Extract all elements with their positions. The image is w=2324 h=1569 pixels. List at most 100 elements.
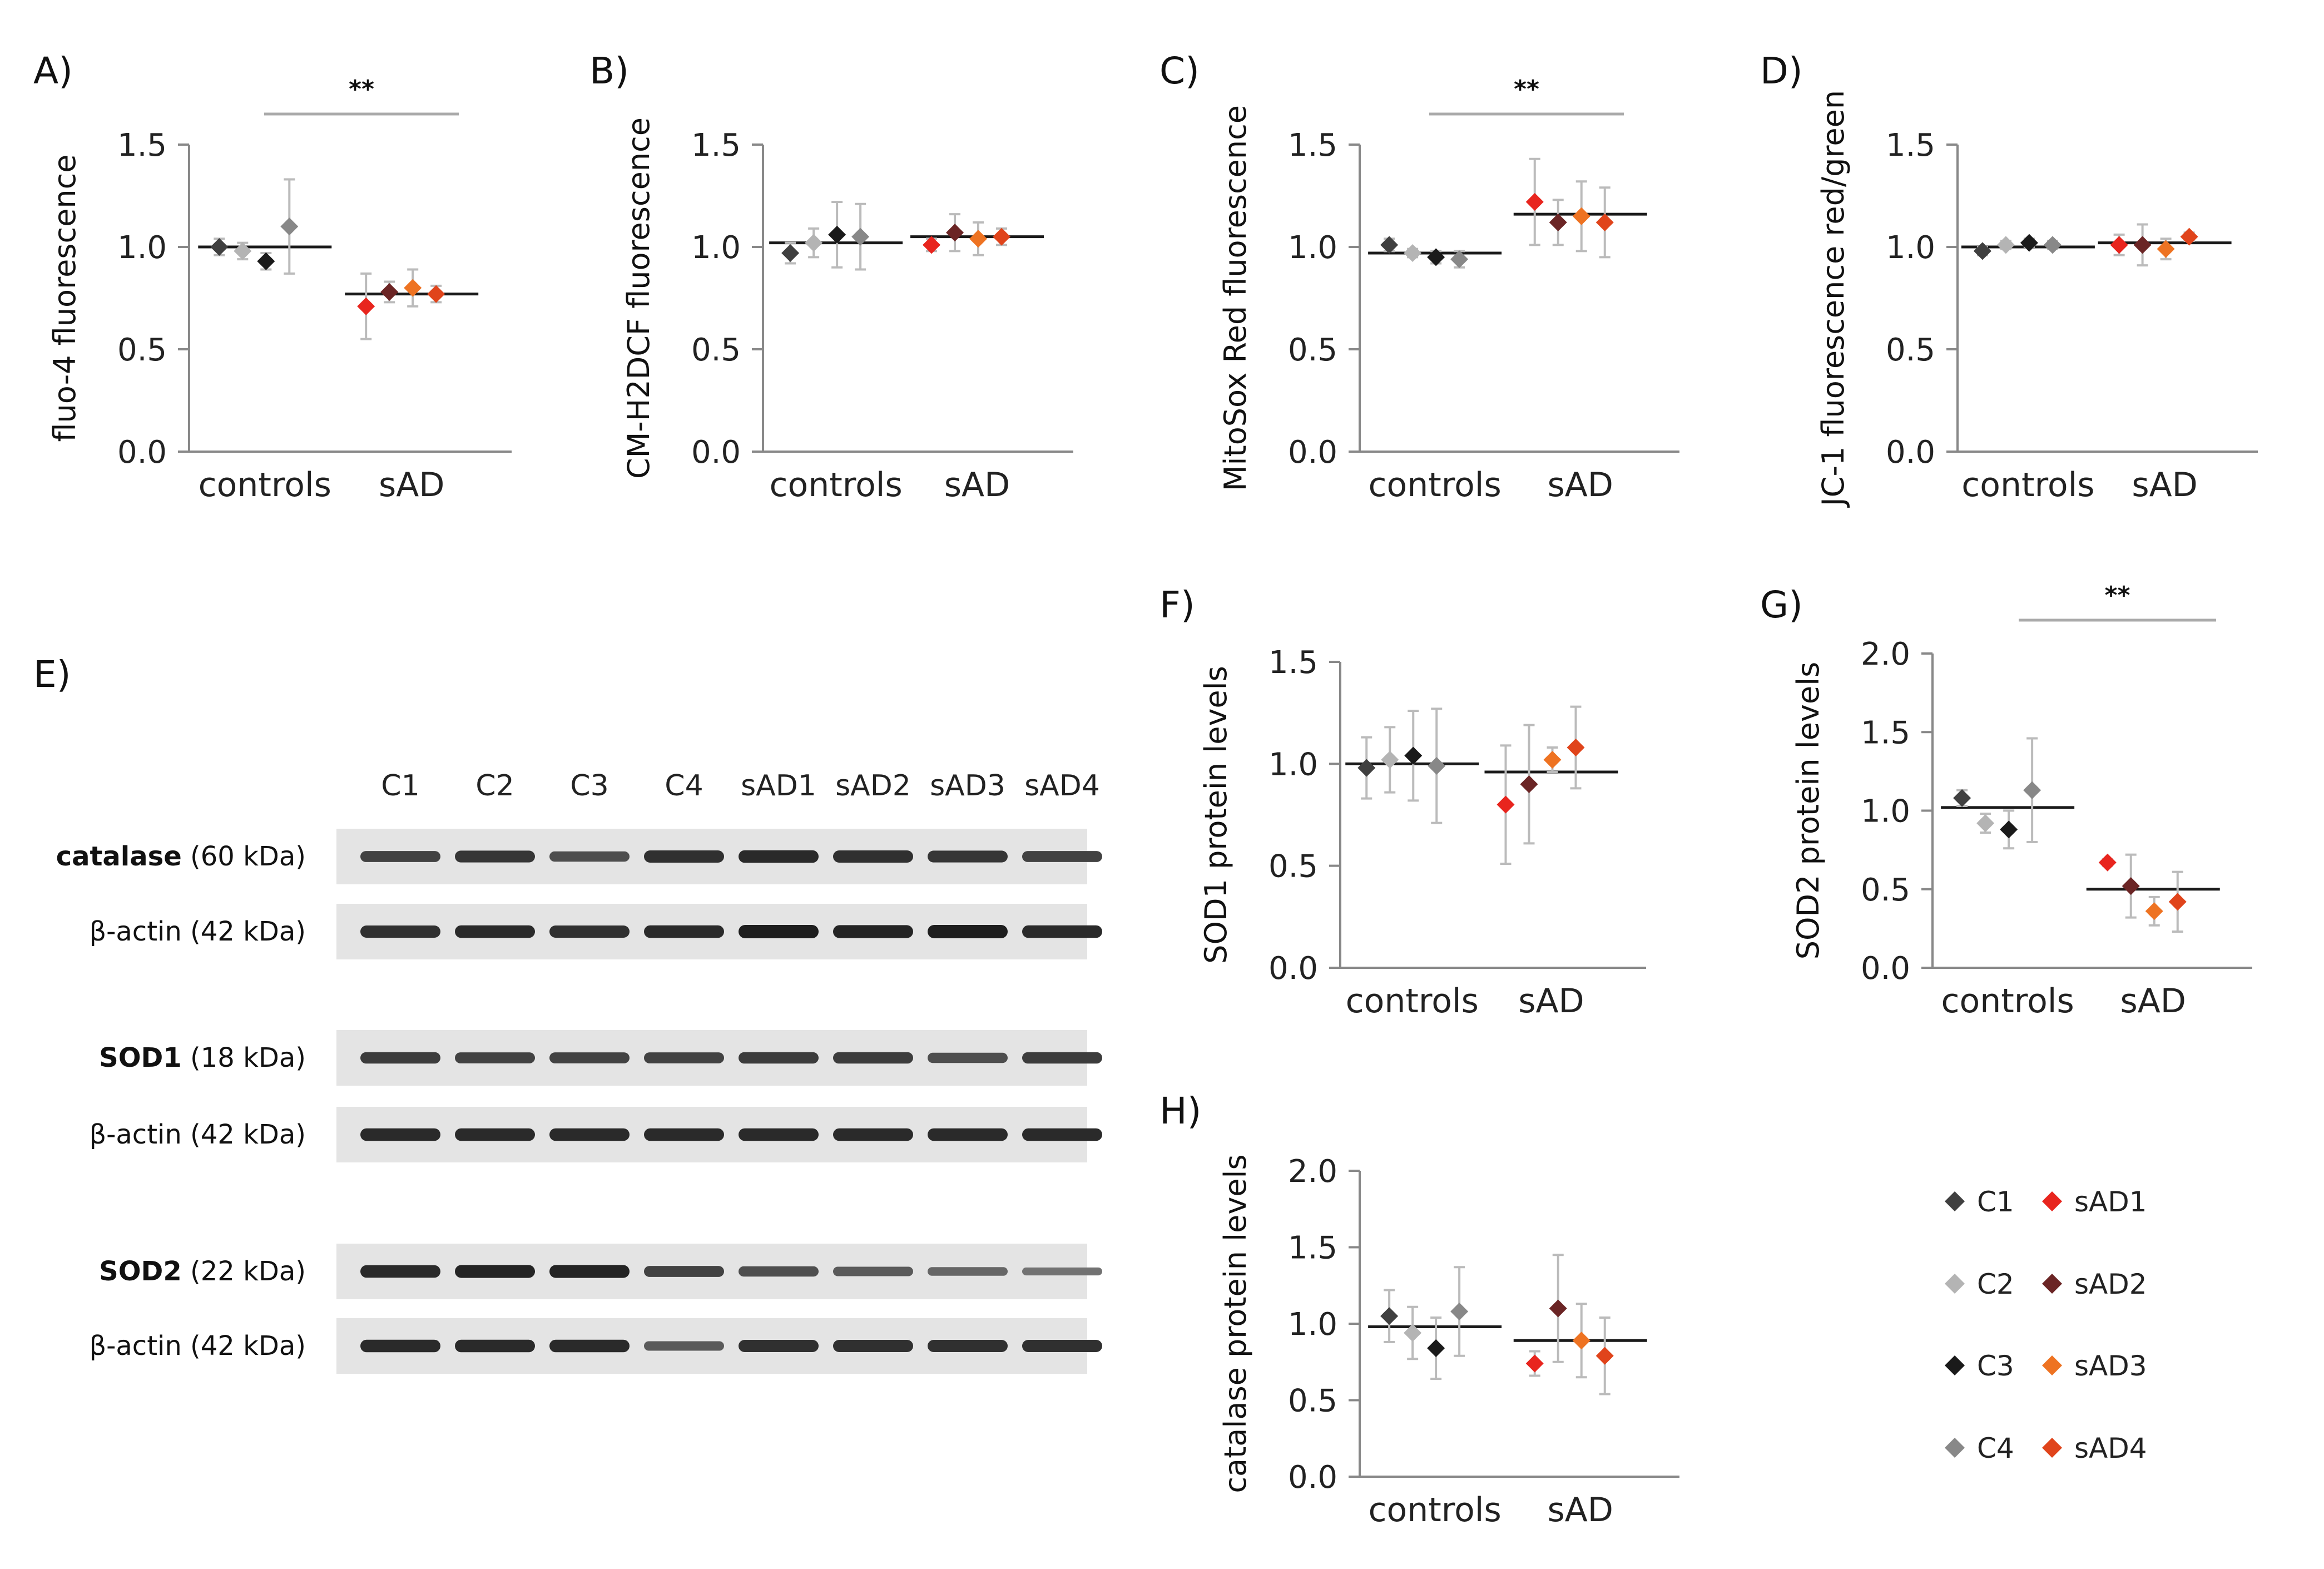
blot-lane-label: sAD3 <box>930 769 1005 803</box>
y-tick-label: 1.0 <box>1268 746 1318 783</box>
panel-label: E) <box>33 653 71 696</box>
blot-band <box>833 1052 913 1064</box>
y-tick-label: 0.0 <box>1288 434 1337 471</box>
panel-label: F) <box>1159 583 1195 626</box>
data-point-c2 <box>1381 751 1399 769</box>
legend-marker-sad3 <box>2042 1355 2062 1375</box>
y-tick-label: 0.5 <box>1288 332 1337 368</box>
data-point-c1 <box>210 238 229 256</box>
y-tick-label: 1.0 <box>1288 230 1337 266</box>
panel-label: G) <box>1760 583 1803 626</box>
blot-band <box>360 851 440 862</box>
data-point-c1 <box>1380 236 1399 254</box>
legend-label: sAD3 <box>2074 1350 2147 1382</box>
blot-band <box>1022 1052 1102 1064</box>
y-tick-label: 1.5 <box>117 127 167 164</box>
blot-lane-label: C4 <box>665 769 703 803</box>
data-point-c4 <box>1428 757 1446 775</box>
y-tick-label: 0.0 <box>1268 951 1318 987</box>
data-point-sad2 <box>1549 1299 1567 1318</box>
blot-band <box>928 1052 1008 1063</box>
panel-label: C) <box>1159 50 1200 92</box>
y-tick-label: 1.5 <box>1288 1230 1337 1266</box>
data-point-sad1 <box>2110 236 2128 254</box>
y-axis-title: MitoSox Red fluorescence <box>1218 105 1253 491</box>
y-axis-title: JC-1 fluorescence red/green <box>1816 90 1851 508</box>
y-tick-label: 1.5 <box>1886 127 1935 164</box>
blot-protein-name: β-actin <box>89 1119 181 1150</box>
data-point-c1 <box>1973 242 1991 260</box>
blot-band <box>928 850 1008 863</box>
data-point-c3 <box>1404 746 1423 765</box>
blot-band <box>360 1128 440 1141</box>
blot-band <box>1022 1340 1102 1352</box>
y-tick-label: 1.0 <box>1288 1306 1337 1343</box>
x-category-label: controls <box>199 466 331 504</box>
data-point-sad4 <box>2180 227 2198 246</box>
data-point-c1 <box>1953 789 1971 807</box>
x-category-label: sAD <box>944 466 1010 504</box>
blot-band <box>455 850 535 863</box>
data-point-sad1 <box>2098 853 2117 872</box>
y-tick-label: 1.5 <box>1268 645 1318 681</box>
blot-band <box>455 1052 535 1063</box>
blot-band <box>644 1341 724 1351</box>
y-tick-label: 0.0 <box>691 434 741 471</box>
legend-marker-c4 <box>1945 1438 1965 1458</box>
data-point-sad3 <box>1572 1332 1590 1350</box>
blot-lane-label: C3 <box>570 769 608 803</box>
blot-protein-size: (42 kDa) <box>182 1119 306 1150</box>
y-tick-label: 0.0 <box>1288 1459 1337 1496</box>
blot-band <box>455 1128 535 1141</box>
significance-stars: ** <box>1514 75 1539 103</box>
x-category-label: sAD <box>2120 982 2186 1021</box>
data-point-c4 <box>1450 250 1469 269</box>
data-point-sad1 <box>1497 795 1515 814</box>
blot-band <box>833 1340 913 1352</box>
data-point-c3 <box>1427 248 1445 266</box>
y-tick-label: 1.0 <box>1886 230 1935 266</box>
blot-row-label: β-actin (42 kDa) <box>89 916 306 947</box>
data-point-sad2 <box>946 224 964 242</box>
x-category-label: controls <box>1369 1491 1502 1530</box>
y-tick-label: 0.5 <box>1268 849 1318 885</box>
y-tick-label: 1.5 <box>691 127 741 164</box>
x-category-label: sAD <box>1547 1491 1613 1530</box>
x-category-label: controls <box>1369 466 1502 504</box>
legend-label: sAD2 <box>2074 1268 2147 1300</box>
data-point-c2 <box>1404 1324 1422 1342</box>
blot-band <box>644 1052 724 1063</box>
x-category-label: controls <box>1346 982 1479 1021</box>
blot-protein-size: (22 kDa) <box>182 1256 306 1287</box>
y-tick-label: 1.0 <box>117 230 167 266</box>
data-point-sad3 <box>969 230 988 248</box>
blot-protein-name: catalase <box>56 841 182 872</box>
x-category-label: sAD <box>379 466 445 504</box>
blot-band <box>360 1052 440 1064</box>
blot-band <box>928 1340 1008 1352</box>
blot-band <box>739 1052 819 1064</box>
blot-band <box>644 1266 724 1277</box>
legend-label: sAD4 <box>2074 1432 2147 1464</box>
data-point-sad2 <box>1549 213 1567 231</box>
blot-band <box>549 1265 630 1278</box>
panel-label: H) <box>1159 1090 1201 1132</box>
blot-band <box>1022 1128 1102 1141</box>
y-tick-label: 0.5 <box>1288 1383 1337 1419</box>
y-tick-label: 0.0 <box>1861 951 1910 987</box>
data-point-c3 <box>1427 1339 1445 1357</box>
x-category-label: controls <box>1961 466 2094 504</box>
y-tick-label: 0.5 <box>691 332 741 368</box>
blot-row-label: β-actin (42 kDa) <box>89 1119 306 1150</box>
x-category-label: sAD <box>2132 466 2198 504</box>
y-tick-label: 1.5 <box>1861 715 1910 751</box>
blot-lane-label: C2 <box>475 769 514 803</box>
data-point-sad4 <box>1595 1347 1614 1365</box>
data-point-sad1 <box>1525 193 1544 211</box>
blot-band <box>833 925 913 938</box>
blot-protein-name: SOD1 <box>99 1042 182 1073</box>
data-point-c4 <box>280 217 299 236</box>
blot-band <box>928 925 1008 938</box>
data-point-sad3 <box>404 279 422 297</box>
